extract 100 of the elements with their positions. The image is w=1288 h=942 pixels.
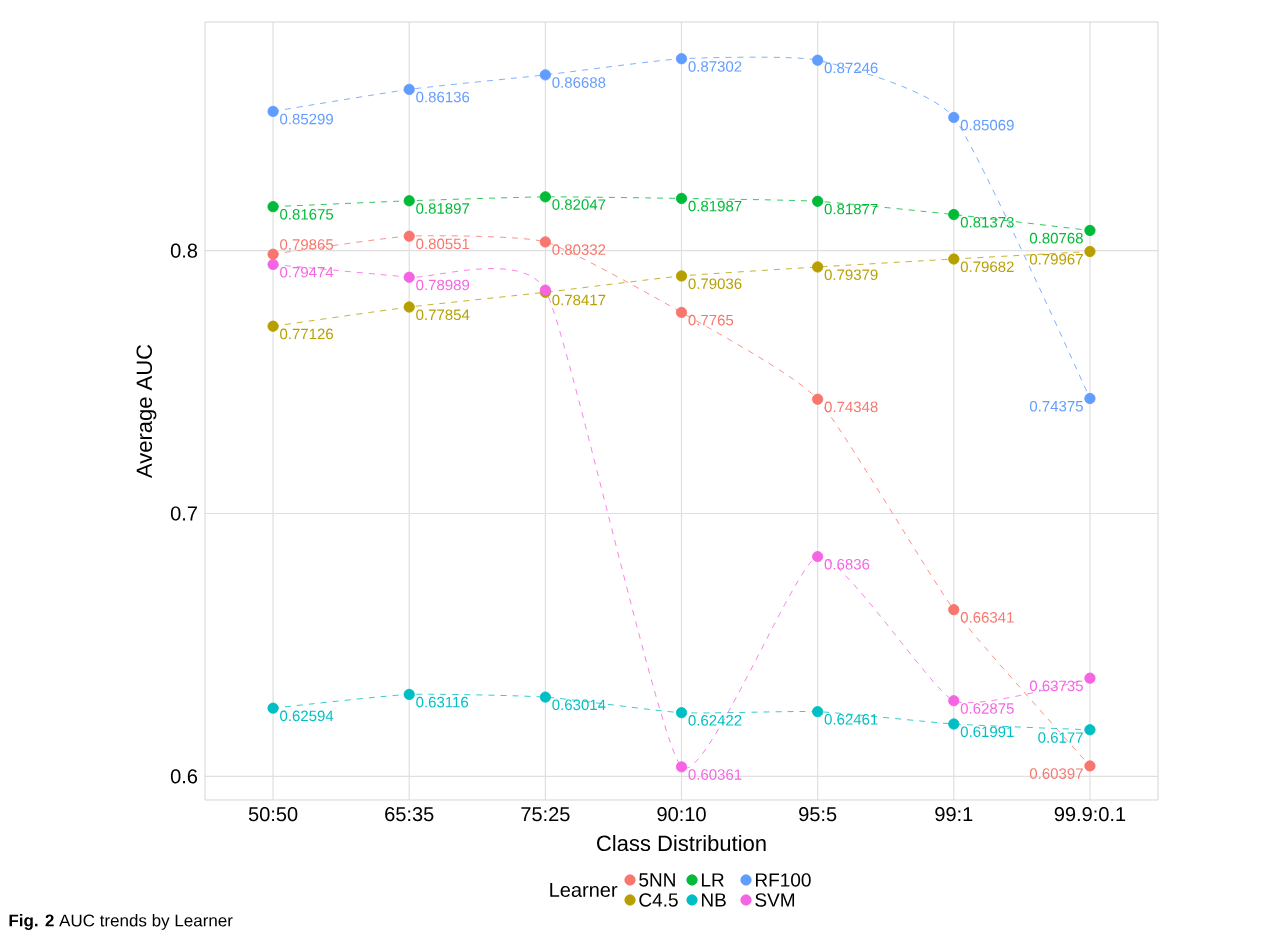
data-label: 0.81675 [280, 209, 334, 220]
point [403, 271, 415, 283]
point [948, 604, 960, 616]
data-label: 0.60397 [1029, 768, 1083, 779]
point [1084, 672, 1096, 684]
legend-label: SVM [755, 893, 795, 907]
data-label: 0.62594 [280, 710, 334, 722]
data-label: 0.80551 [416, 238, 470, 250]
point [812, 261, 824, 273]
data-label: 0.6177 [1038, 732, 1083, 743]
point [267, 201, 279, 213]
point [812, 393, 824, 405]
y-tick-label: 0.8 [170, 243, 198, 258]
point [812, 54, 824, 66]
point [403, 688, 415, 701]
point [675, 761, 688, 773]
data-label: 0.60361 [688, 769, 742, 780]
point [948, 695, 960, 707]
point [1084, 392, 1096, 405]
data-label: 0.74348 [824, 401, 878, 413]
data-label: 0.85069 [960, 119, 1014, 131]
point [948, 111, 960, 124]
point [403, 83, 415, 95]
data-label: 0.62461 [824, 714, 878, 725]
data-label: 0.85299 [280, 113, 333, 125]
data-label: 0.78989 [416, 279, 470, 291]
point [1084, 760, 1096, 772]
data-label: 0.61991 [960, 726, 1014, 738]
point [403, 195, 415, 207]
x-tick-label: 65:35 [385, 807, 434, 822]
point [948, 718, 960, 730]
data-label: 0.6836 [824, 559, 870, 570]
point [675, 707, 688, 719]
data-label: 0.77854 [416, 309, 470, 321]
point [267, 702, 279, 714]
data-label: 0.79967 [1029, 253, 1083, 265]
data-label: 0.87302 [688, 61, 742, 72]
data-label: 0.79379 [824, 269, 878, 281]
data-label: 0.79865 [280, 239, 334, 250]
data-label: 0.87246 [824, 62, 878, 74]
data-label: 0.80768 [1029, 232, 1083, 244]
point [267, 258, 279, 271]
point [539, 691, 551, 703]
data-label: 0.74375 [1029, 400, 1083, 412]
data-label: 0.7765 [688, 314, 734, 326]
x-tick-label: 75:25 [521, 807, 570, 822]
data-label: 0.81897 [416, 203, 470, 214]
data-label: 0.63116 [416, 696, 469, 708]
legend-label: RF100 [755, 873, 811, 887]
data-label: 0.77126 [280, 328, 334, 340]
point [403, 230, 415, 242]
legend-label: C4.5 [639, 893, 678, 907]
point [675, 192, 688, 205]
point [539, 236, 551, 248]
data-label: 0.62875 [960, 703, 1014, 714]
x-tick-label: 95:5 [799, 807, 837, 822]
data-label: 0.86688 [552, 77, 606, 88]
data-label: 0.62422 [688, 715, 742, 726]
x-tick-label: 90:10 [657, 807, 706, 822]
legend-label: 5NN [639, 873, 675, 887]
legend-title: Learner [550, 883, 618, 897]
data-label: 0.66341 [960, 612, 1014, 623]
point [539, 69, 551, 81]
point [403, 301, 415, 313]
point [948, 208, 960, 221]
point [1084, 224, 1096, 237]
data-label: 0.82047 [552, 199, 606, 210]
data-label: 0.81373 [960, 216, 1014, 228]
data-label: 0.81987 [688, 200, 742, 212]
y-axis-title: Average AUC [136, 344, 157, 479]
data-label: 0.81877 [824, 203, 878, 215]
point [812, 706, 824, 718]
data-label: 0.78417 [552, 294, 606, 306]
text: Fig. 2 AUC trends by Learner [9, 914, 233, 930]
point [267, 105, 279, 117]
data-label: 0.79036 [688, 278, 742, 290]
point [267, 248, 279, 260]
point [1084, 245, 1096, 258]
data-label: 0.86136 [416, 91, 470, 103]
data-label: 0.79682 [960, 261, 1014, 273]
x-axis-title: Class Distribution [597, 834, 766, 852]
data-label: 0.79474 [280, 266, 334, 278]
point [675, 306, 688, 319]
point [1084, 724, 1096, 736]
point [812, 551, 824, 563]
y-tick-label: 0.6 [170, 769, 198, 784]
x-tick-label: 99:1 [935, 807, 973, 822]
x-tick-label: 99.9:0.1 [1054, 807, 1126, 822]
point [948, 253, 960, 265]
point [812, 195, 824, 207]
point [675, 53, 688, 65]
legend-label: LR [701, 873, 724, 887]
point [539, 191, 551, 203]
data-label: 0.63735 [1029, 680, 1083, 692]
data-label: 0.63014 [552, 699, 606, 711]
y-tick-label: 0.7 [170, 506, 197, 521]
point [267, 320, 279, 332]
legend-label: NB [701, 893, 726, 907]
x-tick-label: 50:50 [248, 807, 298, 822]
data-label: 0.80332 [552, 244, 606, 255]
